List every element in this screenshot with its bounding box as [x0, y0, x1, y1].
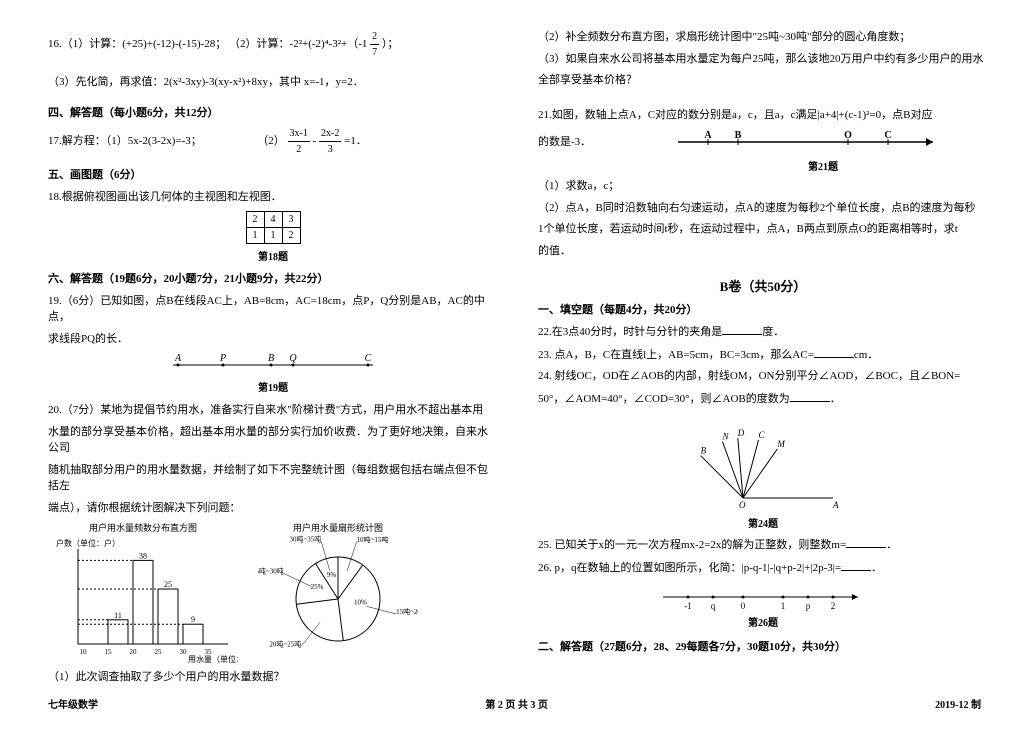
- footer-left: 七年级数学: [48, 696, 98, 711]
- svg-text:-1: -1: [684, 601, 692, 611]
- q16-text: 16.（1）计算：(+25)+(-12)-(-15)-28； （2）计算：-2²…: [48, 38, 367, 50]
- b-section-heading: B卷（共50分）: [538, 277, 988, 297]
- footer-right: 2019-12 制: [935, 696, 981, 711]
- svg-text:15: 15: [105, 648, 113, 656]
- q21a: 21.如图，数轴上点A，C对应的数分别是a，c，且a，c满足|a+4|+(c-1…: [538, 107, 988, 124]
- b-sec2: 二、解答题（27题6分，28、29每题各7分，30题10分，共30分）: [538, 639, 988, 656]
- q21-2c: 的值．: [538, 243, 988, 260]
- q19a: 19.（6分）已知如图，点B在线段AC上，AB=8cm，AC=18cm，点P，Q…: [48, 293, 498, 326]
- svg-text:B: B: [268, 353, 274, 364]
- q21-2b: 1个单位长度，若运动时间t秒，在运动过程中，点A，B两点到原点O的距离相等时，求…: [538, 221, 988, 238]
- svg-text:q: q: [711, 601, 716, 611]
- b-sec1: 一、填空题（每题4分，共20分）: [538, 302, 988, 319]
- bar-chart: 用户用水量频数分布直方图 户数（单位：户）1138259101520253035…: [48, 521, 238, 664]
- svg-text:10吨~15吨: 10吨~15吨: [357, 535, 389, 544]
- section-6-heading: 六、解答题（19题6分，20小题7分，21小题9分，共22分）: [48, 271, 498, 288]
- svg-text:N: N: [721, 432, 729, 442]
- svg-text:2: 2: [831, 601, 836, 611]
- svg-text:户数（单位：户）: 户数（单位：户）: [56, 538, 120, 548]
- svg-text:A: A: [832, 500, 839, 510]
- svg-text:38: 38: [139, 551, 147, 560]
- q23: 23. 点A，B，C在直线l上，AB=5cm，BC=3cm，那么AC=cm．: [538, 346, 988, 364]
- q20-2: （2）补全频数分布直方图，求扇形统计图中"25吨~30吨"部分的圆心角度数；: [538, 29, 988, 46]
- q19-segment: APBQC 第19题: [48, 353, 498, 394]
- q22: 22.在3点40分时，时针与分针的夹角是度．: [538, 323, 988, 341]
- q21-numberline: ABOC: [668, 128, 948, 156]
- frac: 27: [370, 29, 379, 60]
- q20c: 随机抽取部分用户的用水量数据，并绘制了如下不完整统计图（每组数据包括右端点但不包…: [48, 462, 498, 495]
- svg-text:p: p: [806, 601, 811, 611]
- q20d: 端点），请你根据统计图解决下列问题：: [48, 500, 498, 517]
- section-4-heading: 四、解答题（每小题6分，共12分）: [48, 105, 498, 122]
- svg-text:20吨~25吨: 20吨~25吨: [269, 639, 301, 648]
- q20-3b: 全部享受基本价格？: [538, 72, 988, 89]
- svg-text:9%: 9%: [327, 571, 337, 579]
- svg-text:15吨~20吨: 15吨~20吨: [396, 607, 418, 616]
- svg-text:P: P: [219, 353, 226, 364]
- svg-text:20: 20: [130, 648, 138, 656]
- q17: 17.解方程：（1）5x-2(3-2x)=-3； （2） 3x-12 - 2x-…: [48, 126, 498, 157]
- q25: 25. 已知关于x的一元一次方程mx-2=2x的解为正整数，则整数m=．: [538, 536, 988, 554]
- svg-text:30: 30: [180, 648, 188, 656]
- svg-text:1: 1: [781, 601, 786, 611]
- svg-text:10: 10: [80, 648, 88, 656]
- q21b: 的数是-3．: [538, 134, 628, 151]
- q26-numberline: -1q01p2 第26题: [538, 582, 988, 629]
- q16-1: 16.（1）计算：(+25)+(-12)-(-15)-28； （2）计算：-2²…: [48, 29, 498, 60]
- q20b: 水量的部分享受基本价格，超出基本用水量的部分实行加价收费．为了更好地决策，自来水…: [48, 424, 498, 457]
- page-footer: 七年级数学 第 2 页 共 3 页 2019-12 制: [48, 696, 981, 711]
- q24b: 50°，∠AOM=40°，∠COD=30°，则∠AOB的度数为．: [538, 390, 988, 408]
- svg-text:M: M: [776, 439, 785, 449]
- svg-text:C: C: [365, 353, 372, 364]
- q18: 18.根据俯视图画出该几何体的主视图和左视图．: [48, 189, 498, 206]
- svg-text:B: B: [701, 446, 707, 456]
- svg-text:C: C: [759, 430, 766, 440]
- q21-2a: （2）点A，B同时沿数轴向右匀速运动，点A的速度为每秒2个单位长度，点B的速度为…: [538, 200, 988, 217]
- svg-text:9: 9: [191, 615, 195, 624]
- footer-center: 第 2 页 共 3 页: [485, 696, 548, 711]
- pie-chart: 用户用水量扇形统计图 10吨~15吨15吨~20吨10%20吨~25吨25吨~3…: [258, 521, 418, 664]
- left-column: 16.（1）计算：(+25)+(-12)-(-15)-28； （2）计算：-2²…: [48, 24, 498, 691]
- svg-text:0: 0: [741, 601, 746, 611]
- svg-text:25吨~30吨: 25吨~30吨: [258, 566, 284, 575]
- svg-text:25%: 25%: [311, 583, 324, 591]
- q20-3a: （3）如果自来水公司将基本用水量定为每户25吨，那么该地20万用户中约有多少用户…: [538, 51, 988, 68]
- q20a: 20.（7分）某地为提倡节约用水，准备实行自来水"阶梯计费"方式，用户用水不超出…: [48, 402, 498, 419]
- svg-text:25: 25: [155, 648, 163, 656]
- q24-diagram: NDCMBOA 第24题: [538, 413, 988, 530]
- svg-text:30吨~35吨: 30吨~35吨: [289, 534, 321, 543]
- q19b: 求线段PQ的长．: [48, 331, 498, 348]
- q21-1: （1）求数a，c；: [538, 178, 988, 195]
- q24a: 24. 射线OC，OD在∠AOB的内部，射线OM，ON分别平分∠AOD，∠BOC…: [538, 368, 988, 385]
- q18-table: 243 112 第18题: [48, 211, 498, 263]
- section-5-heading: 五、画图题（6分）: [48, 167, 498, 184]
- svg-text:用水量（单位：吨）: 用水量（单位：吨）: [188, 654, 238, 664]
- q20-1: （1）此次调查抽取了多少个用户的用水量数据？: [48, 669, 498, 686]
- q16-3: （3）先化简，再求值：2(x²-3xy)-3(xy-x²)+8xy，其中 x=-…: [48, 74, 498, 91]
- svg-text:D: D: [737, 428, 745, 438]
- svg-text:Q: Q: [289, 353, 297, 364]
- svg-text:10%: 10%: [354, 599, 367, 607]
- svg-text:11: 11: [114, 611, 122, 620]
- right-column: （2）补全频数分布直方图，求扇形统计图中"25吨~30吨"部分的圆心角度数； （…: [538, 24, 988, 691]
- svg-text:25: 25: [164, 580, 172, 589]
- svg-text:A: A: [174, 353, 182, 364]
- svg-text:O: O: [739, 500, 746, 510]
- q26: 26. p，q在数轴上的位置如图所示，化简：|p-q-1|-|q+p-2|+|2…: [538, 559, 988, 577]
